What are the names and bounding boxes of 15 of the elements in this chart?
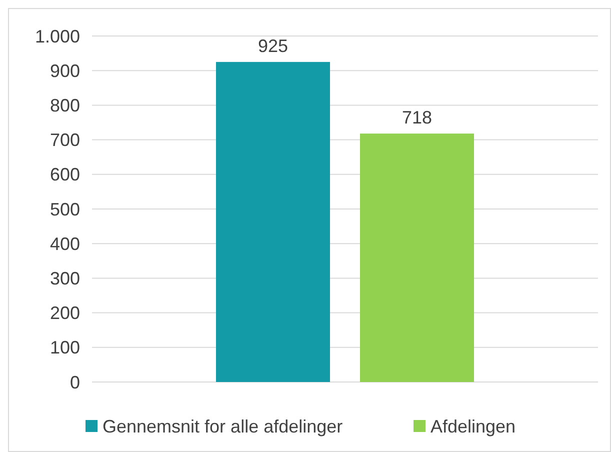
y-tick-label: 300 [50, 268, 80, 288]
legend-label: Afdelingen [430, 416, 516, 436]
data-label: 718 [402, 108, 432, 128]
y-tick-label: 800 [50, 96, 80, 116]
y-tick-label: 400 [50, 234, 80, 254]
y-tick-label: 1.000 [34, 26, 80, 46]
data-label: 925 [258, 36, 288, 56]
y-tick-label: 100 [50, 338, 80, 358]
y-tick-label: 600 [50, 164, 80, 185]
y-tick-label: 900 [50, 60, 80, 81]
y-tick-label: 500 [50, 199, 80, 220]
y-tick-label: 700 [50, 130, 80, 150]
y-tick-label: 200 [50, 303, 80, 324]
legend-label: Gennemsnit for alle afdelinger [102, 416, 343, 436]
y-tick-label: 0 [70, 372, 80, 392]
